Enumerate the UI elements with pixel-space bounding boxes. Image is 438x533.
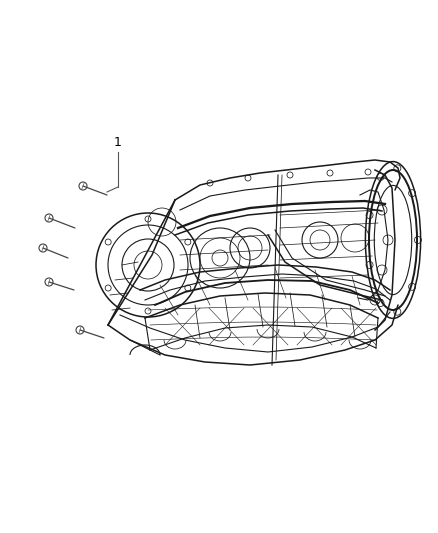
Circle shape (45, 278, 53, 286)
Circle shape (76, 326, 84, 334)
Circle shape (287, 172, 293, 178)
Circle shape (327, 170, 333, 176)
Circle shape (79, 182, 87, 190)
Circle shape (207, 180, 213, 186)
Text: 1: 1 (114, 135, 122, 149)
Circle shape (45, 214, 53, 222)
Circle shape (245, 175, 251, 181)
Circle shape (365, 169, 371, 175)
Circle shape (39, 244, 47, 252)
